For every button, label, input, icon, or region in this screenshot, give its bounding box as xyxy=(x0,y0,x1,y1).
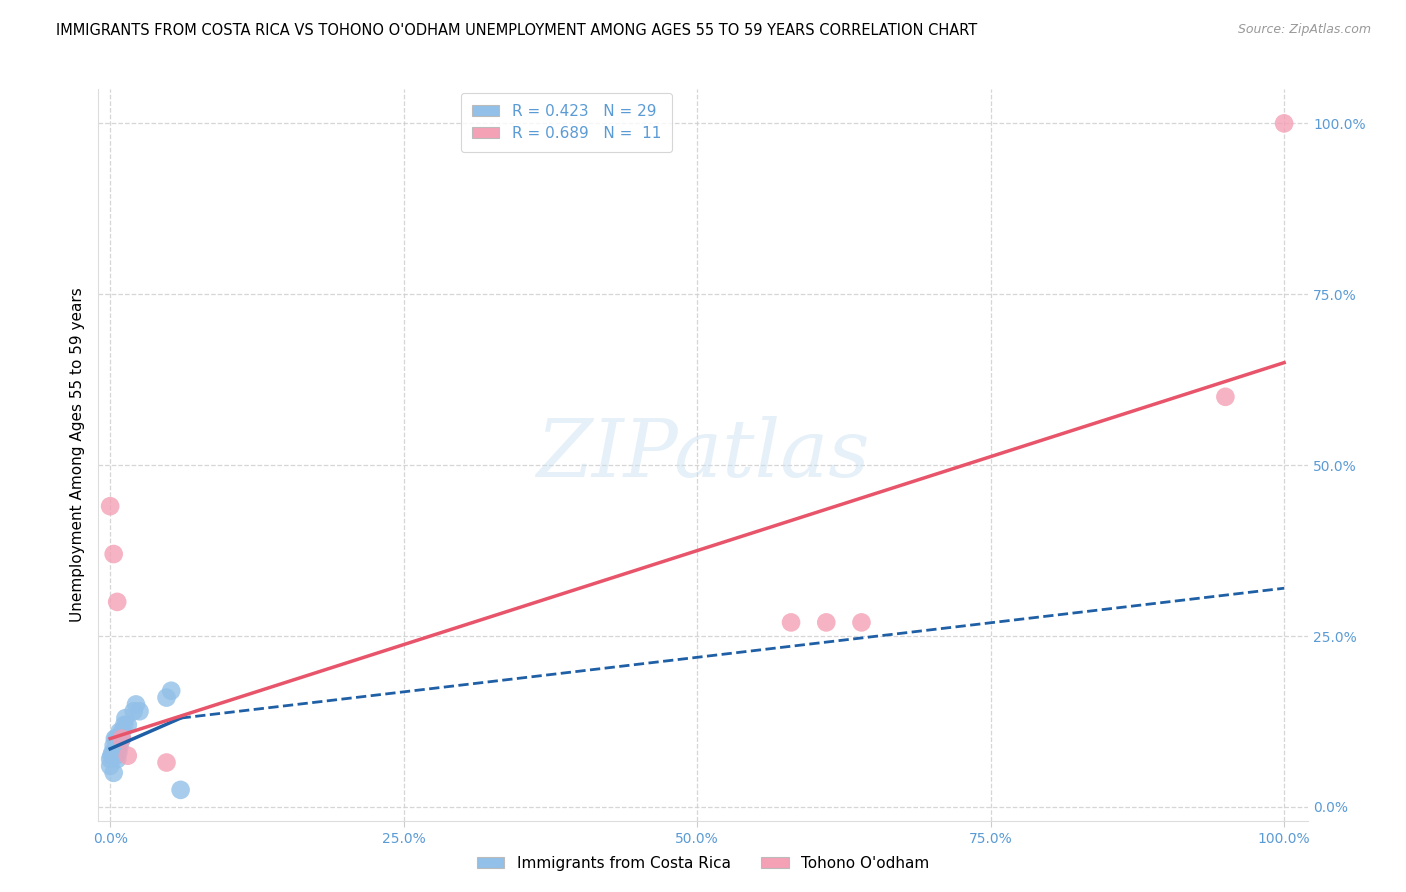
Point xyxy=(105,595,128,609)
Point xyxy=(100,748,122,763)
Point xyxy=(125,698,148,712)
Point xyxy=(160,683,183,698)
Point xyxy=(104,731,127,746)
Point xyxy=(114,711,136,725)
Point xyxy=(169,783,191,797)
Point xyxy=(111,724,134,739)
Point xyxy=(107,731,129,746)
Point xyxy=(117,748,139,763)
Point xyxy=(108,724,131,739)
Point xyxy=(851,615,873,630)
Point xyxy=(105,731,128,746)
Point xyxy=(103,765,125,780)
Point xyxy=(98,499,121,513)
Point xyxy=(110,731,132,746)
Point xyxy=(112,718,135,732)
Legend: R = 0.423   N = 29, R = 0.689   N =  11: R = 0.423 N = 29, R = 0.689 N = 11 xyxy=(461,93,672,152)
Point xyxy=(98,752,121,766)
Point xyxy=(108,739,131,753)
Point xyxy=(122,704,145,718)
Point xyxy=(104,745,127,759)
Point xyxy=(111,731,134,746)
Point xyxy=(103,739,125,753)
Point xyxy=(105,748,128,763)
Point xyxy=(103,547,125,561)
Point xyxy=(155,756,177,770)
Point xyxy=(105,752,128,766)
Point xyxy=(780,615,803,630)
Point xyxy=(815,615,838,630)
Point xyxy=(128,704,150,718)
Text: Source: ZipAtlas.com: Source: ZipAtlas.com xyxy=(1237,23,1371,37)
Point xyxy=(105,739,128,753)
Point xyxy=(111,731,134,746)
Point xyxy=(1272,116,1295,130)
Point xyxy=(101,745,124,759)
Point xyxy=(105,742,128,756)
Point xyxy=(155,690,177,705)
Y-axis label: Unemployment Among Ages 55 to 59 years: Unemployment Among Ages 55 to 59 years xyxy=(69,287,84,623)
Point xyxy=(1215,390,1237,404)
Point xyxy=(117,718,139,732)
Legend: Immigrants from Costa Rica, Tohono O'odham: Immigrants from Costa Rica, Tohono O'odh… xyxy=(471,850,935,877)
Point xyxy=(98,759,121,773)
Point xyxy=(107,745,129,759)
Text: IMMIGRANTS FROM COSTA RICA VS TOHONO O'ODHAM UNEMPLOYMENT AMONG AGES 55 TO 59 YE: IMMIGRANTS FROM COSTA RICA VS TOHONO O'O… xyxy=(56,23,977,38)
Text: ZIPatlas: ZIPatlas xyxy=(536,417,870,493)
